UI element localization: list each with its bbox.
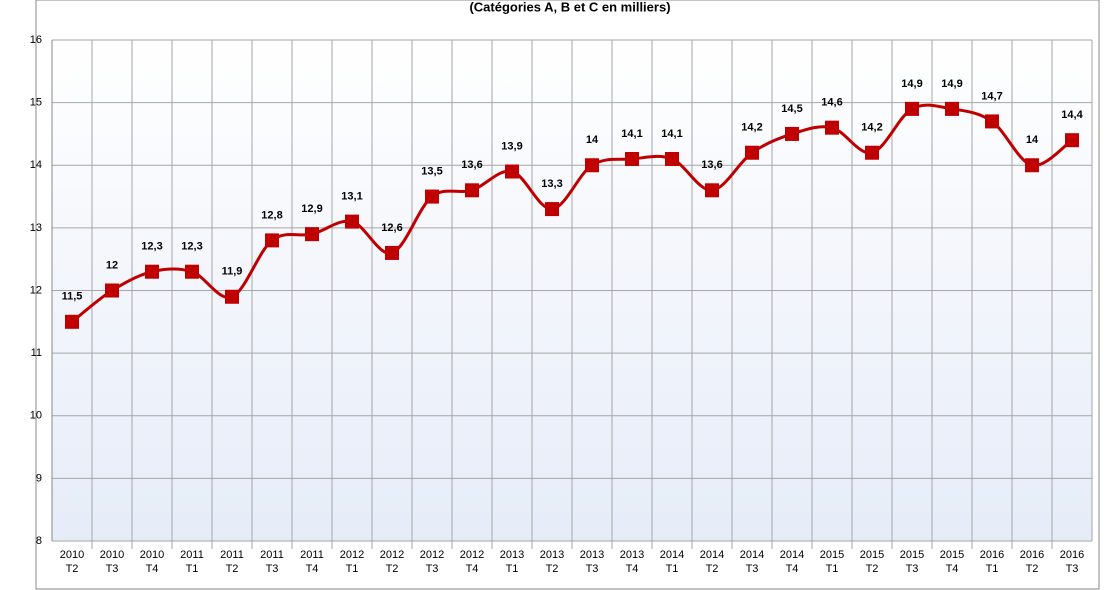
point-marker: [505, 164, 519, 179]
point-marker: [225, 289, 239, 304]
x-tick-label: 2015 T4: [940, 549, 964, 575]
point-marker: [265, 233, 279, 248]
point-marker: [665, 151, 679, 166]
point-marker: [825, 120, 839, 135]
x-tick-label: 2013 T4: [620, 549, 644, 575]
x-tick-label: 2011 T3: [260, 549, 284, 575]
data-label: 13,6: [461, 159, 482, 171]
y-tick-label: 8: [36, 535, 42, 547]
data-label: 12,9: [301, 203, 322, 215]
x-tick-label: 2012 T1: [340, 549, 364, 575]
data-label: 14,6: [821, 97, 842, 109]
point-marker: [105, 283, 119, 298]
y-tick-label: 15: [30, 97, 42, 109]
x-tick-label: 2016 T3: [1060, 549, 1084, 575]
point-marker: [985, 114, 999, 129]
point-marker: [465, 183, 479, 198]
data-label: 12,6: [381, 222, 402, 234]
data-label: 14,1: [661, 128, 682, 140]
x-tick-label: 2014 T2: [700, 549, 724, 575]
data-label: 12,3: [181, 241, 202, 253]
x-tick-label: 2015 T2: [860, 549, 884, 575]
point-marker: [185, 264, 199, 279]
point-marker: [1065, 133, 1079, 148]
data-label: 14: [586, 134, 599, 146]
chart-title: (Catégories A, B et C en milliers): [469, 0, 670, 14]
point-marker: [545, 202, 559, 217]
x-tick-label: 2013 T1: [500, 549, 524, 575]
data-label: 14,2: [741, 122, 762, 134]
point-marker: [905, 101, 919, 116]
data-label: 12: [106, 259, 118, 271]
data-label: 13,9: [501, 140, 522, 152]
data-label: 13,1: [341, 191, 362, 203]
data-label: 14,1: [621, 128, 642, 140]
data-label: 14,5: [781, 103, 802, 115]
data-label: 11,9: [222, 266, 243, 278]
x-tick-label: 2012 T4: [460, 549, 484, 575]
point-marker: [865, 145, 879, 160]
point-marker: [705, 183, 719, 198]
data-label: 14,2: [861, 122, 882, 134]
x-tick-label: 2012 T2: [380, 549, 404, 575]
point-marker: [785, 126, 799, 141]
point-marker: [345, 214, 359, 229]
x-tick-label: 2014 T4: [780, 549, 804, 575]
data-label: 13,3: [541, 178, 562, 190]
x-tick-label: 2010 T4: [140, 549, 164, 575]
x-tick-label: 2011 T2: [220, 549, 244, 575]
y-tick-label: 9: [36, 472, 42, 484]
x-tick-label: 2010 T3: [100, 549, 124, 575]
y-tick-label: 13: [30, 222, 42, 234]
point-marker: [945, 101, 959, 116]
x-tick-label: 2010 T2: [60, 549, 84, 575]
point-marker: [305, 227, 319, 242]
x-tick-label: 2014 T3: [740, 549, 764, 575]
data-label: 11,5: [62, 291, 83, 303]
x-tick-label: 2013 T2: [540, 549, 564, 575]
x-tick-label: 2011 T4: [300, 549, 324, 575]
point-marker: [745, 145, 759, 160]
data-label: 14,7: [981, 90, 1002, 102]
point-marker: [385, 245, 399, 260]
data-label: 13,5: [421, 165, 442, 177]
x-tick-label: 2011 T1: [180, 549, 204, 575]
y-tick-label: 14: [30, 159, 42, 171]
data-label: 14: [1026, 134, 1039, 146]
y-tick-label: 10: [30, 410, 42, 422]
x-tick-label: 2015 T1: [820, 549, 844, 575]
data-label: 12,8: [261, 209, 282, 221]
x-tick-label: 2014 T1: [660, 549, 684, 575]
point-marker: [425, 189, 439, 204]
x-tick-label: 2015 T3: [900, 549, 924, 575]
y-tick-label: 11: [31, 347, 42, 359]
point-marker: [1025, 158, 1039, 173]
x-tick-label: 2016 T2: [1020, 549, 1044, 575]
y-tick-label: 12: [30, 284, 42, 296]
point-marker: [625, 151, 639, 166]
point-marker: [585, 158, 599, 173]
point-marker: [65, 314, 79, 329]
data-label: 13,6: [701, 159, 722, 171]
data-label: 12,3: [141, 241, 162, 253]
data-label: 14,9: [901, 78, 922, 90]
x-tick-label: 2012 T3: [420, 549, 444, 575]
point-marker: [145, 264, 159, 279]
y-tick-label: 16: [30, 34, 42, 46]
data-label: 14,4: [1061, 109, 1083, 121]
chart-frame: [35, 0, 1100, 590]
x-tick-label: 2016 T1: [980, 549, 1004, 575]
data-label: 14,9: [941, 78, 962, 90]
x-tick-label: 2013 T3: [580, 549, 604, 575]
